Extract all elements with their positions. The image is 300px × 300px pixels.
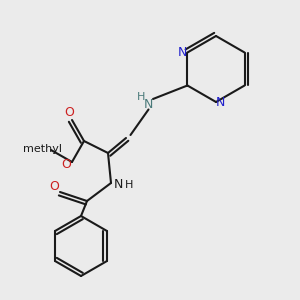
- Text: N: N: [216, 95, 225, 109]
- Text: methyl: methyl: [22, 143, 62, 154]
- Text: H: H: [137, 92, 145, 103]
- Text: N: N: [178, 46, 188, 59]
- Text: H: H: [125, 179, 133, 190]
- Text: O: O: [61, 158, 71, 172]
- Text: O: O: [64, 106, 74, 119]
- Text: O: O: [49, 179, 59, 193]
- Text: N: N: [144, 98, 153, 112]
- Text: N: N: [114, 178, 123, 191]
